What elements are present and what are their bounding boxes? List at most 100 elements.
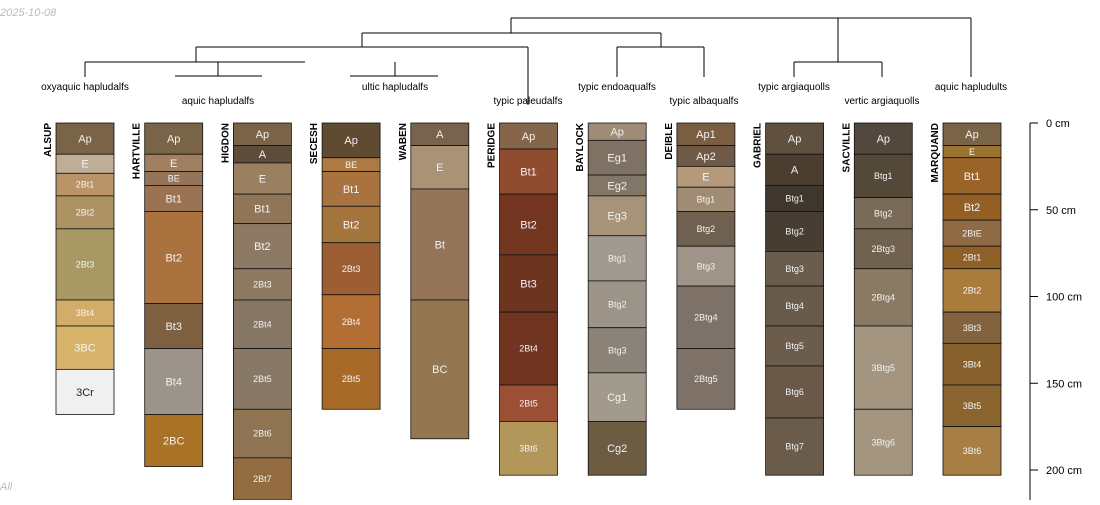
- axis-tick-label: 200 cm: [1046, 465, 1082, 477]
- subgroup-label: typic endoaqualfs: [578, 82, 656, 93]
- horizon-label: Ap: [256, 129, 269, 141]
- horizon-label: Ap2: [696, 151, 716, 163]
- horizon: [942, 219, 1002, 247]
- profile-name: HARTVILLE: [132, 123, 143, 179]
- horizon: [144, 348, 204, 415]
- horizon-label: Btg4: [785, 301, 804, 311]
- horizon-label: Bt: [435, 239, 445, 251]
- horizon-label: 2Bt4: [519, 344, 538, 354]
- horizon: [942, 311, 1002, 344]
- horizon-label: Btg3: [608, 345, 627, 355]
- subgroup-label: vertic argiaquolls: [844, 96, 919, 107]
- horizon-label: 2Bt4: [253, 319, 272, 329]
- horizon: [232, 299, 292, 349]
- horizon-label: Ap: [965, 129, 978, 141]
- horizon-label: 3Bt3: [963, 323, 982, 333]
- corner-text: All: [0, 481, 13, 493]
- horizon-label: 2Bt3: [253, 280, 272, 290]
- horizon: [144, 303, 204, 349]
- horizon: [676, 186, 736, 212]
- horizon-label: 2BC: [163, 435, 184, 447]
- horizon: [232, 457, 292, 501]
- profiles: Ap E 2Bt1 2Bt2 2Bt3 3Bt4 3BC 3Cr ALSUP Ap E BE Bt1 Bt…: [43, 122, 1002, 501]
- horizon-label: A: [259, 149, 267, 161]
- horizon-label: 2Bt3: [342, 264, 361, 274]
- horizon-label: Btg3: [785, 264, 804, 274]
- profile-name: DEIBLE: [664, 123, 675, 160]
- dendrogram: [84, 17, 972, 105]
- horizon-label: Bt1: [964, 171, 981, 183]
- date-stamp: 2025-10-08: [0, 7, 57, 19]
- horizon: [765, 153, 824, 186]
- horizon-label: 2Bt5: [342, 374, 361, 384]
- horizon-label: 2Btg5: [694, 374, 718, 384]
- horizon-label: Btg1: [874, 171, 893, 181]
- subgroup-label: ultic hapludalfs: [362, 82, 428, 93]
- horizon-label: A: [436, 129, 444, 141]
- depth-axis: 0 cm 50 cm 100 cm 150 cm 200 cm: [1029, 118, 1082, 500]
- horizon-label: 3Bt6: [963, 446, 982, 456]
- horizon: [499, 311, 558, 386]
- horizon: [587, 235, 647, 282]
- horizon-label: Bt1: [343, 184, 360, 196]
- horizon-label: Ap: [610, 127, 623, 139]
- horizon: [321, 122, 381, 159]
- profile-name: BAYLOCK: [575, 122, 586, 171]
- horizon: [853, 197, 913, 230]
- horizon-label: Eg2: [607, 180, 627, 192]
- horizon-label: Ap: [78, 133, 91, 145]
- horizon-label: BE: [168, 174, 180, 184]
- horizon-label: Btg5: [785, 341, 804, 351]
- horizon: [499, 148, 558, 195]
- horizon-label: Bt1: [165, 193, 182, 205]
- horizon-label: Btg2: [874, 208, 893, 218]
- profile-hartville: Ap E BE Bt1 Bt2 Bt3 Bt4 2BC HARTVILLE: [132, 122, 204, 467]
- profile-name: MARQUAND: [930, 123, 941, 182]
- profile-secesh: Ap BE Bt1 Bt2 2Bt3 2Bt4 2Bt5 SECESH: [309, 122, 381, 410]
- subgroup-label: typic albaqualfs: [670, 96, 739, 107]
- horizon: [232, 223, 292, 270]
- horizon-label: 3Btg6: [872, 437, 896, 447]
- profile-name: SACVILLE: [841, 123, 852, 173]
- horizon-label: 2Bt2: [963, 286, 982, 296]
- horizon-label: E: [170, 158, 177, 170]
- horizon: [232, 162, 292, 195]
- horizon: [942, 157, 1002, 195]
- subgroup-label: aquic hapludalfs: [182, 96, 254, 107]
- horizon-label: Btg1: [785, 194, 804, 204]
- horizon-label: Bt1: [254, 204, 271, 216]
- horizon-label: 3Btg5: [872, 363, 896, 373]
- subgroup-label: typic paleudalfs: [494, 96, 563, 107]
- horizon-label: 2Bt1: [76, 180, 95, 190]
- horizon: [55, 368, 115, 415]
- profile-name: GABRIEL: [753, 123, 764, 168]
- horizon-label: BE: [345, 160, 357, 170]
- horizon: [765, 185, 824, 212]
- horizon: [55, 195, 115, 230]
- profile-name: SECESH: [309, 123, 320, 164]
- profile-deible: Ap1 Ap2 E Btg1 Btg2 Btg3 2Btg4 2Btg5 DEIBLE: [664, 122, 736, 410]
- horizon: [587, 421, 647, 476]
- profile-sacville: Ap Btg1 Btg2 2Btg3 2Btg4 3Btg5 3Btg6 SACVILLE: [841, 122, 913, 476]
- horizon-label: Bt2: [254, 241, 271, 253]
- horizon: [587, 139, 647, 176]
- horizon: [232, 348, 292, 410]
- horizon: [676, 245, 736, 287]
- horizon-label: Ap: [522, 131, 535, 143]
- horizon-label: E: [969, 147, 975, 157]
- horizon: [321, 348, 381, 410]
- horizon: [499, 421, 558, 476]
- horizon: [942, 193, 1002, 221]
- horizon-label: 2Bt7: [253, 474, 272, 484]
- axis-tick-label: 50 cm: [1046, 205, 1076, 217]
- horizon: [587, 195, 647, 237]
- subgroup-label: oxyaquic hapludalfs: [41, 82, 129, 93]
- horizon: [144, 211, 204, 304]
- horizon-label: 3Bt4: [963, 359, 982, 369]
- horizon-label: Bt1: [520, 166, 537, 178]
- horizon-label: 2BtE: [962, 228, 982, 238]
- axis-tick-label: 100 cm: [1046, 292, 1082, 304]
- profile-name: HIGDON: [220, 123, 231, 163]
- horizon-label: 3BC: [74, 343, 95, 355]
- horizon-label: Btg1: [608, 253, 627, 263]
